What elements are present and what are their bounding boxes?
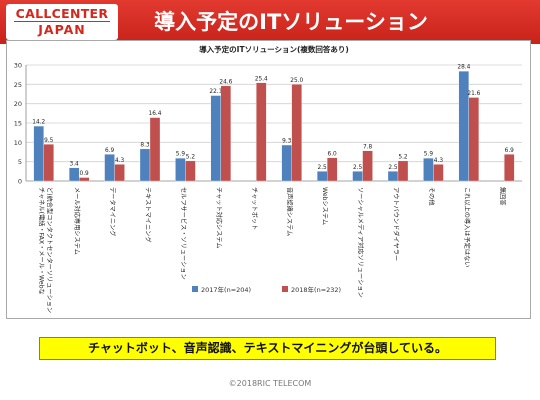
- bar-2018: [397, 160, 409, 182]
- bar-2017: [281, 144, 292, 182]
- data-label: 9.3: [282, 139, 292, 145]
- data-label: 5.2: [186, 154, 196, 160]
- bar-2017: [387, 171, 399, 182]
- y-tick-label: 5: [18, 158, 22, 166]
- x-tick-label: チャット対応システム: [215, 187, 223, 249]
- x-tick-label: アウトバウンドダイヤラー: [392, 187, 400, 261]
- data-label: 25.4: [255, 76, 268, 82]
- data-label: 0.9: [80, 171, 90, 177]
- summary-callout: チャットボット、音声認識、テキストマイニングが台頭している。: [39, 337, 496, 360]
- data-label: 4.3: [434, 158, 444, 164]
- bar-2017: [316, 171, 328, 182]
- data-label: 8.3: [140, 142, 150, 148]
- bar-2017: [458, 71, 470, 182]
- data-label: 28.4: [457, 65, 470, 71]
- bar-2017: [210, 95, 222, 182]
- data-label: 5.9: [424, 152, 434, 158]
- logo-text-bottom: JAPAN: [38, 22, 86, 37]
- x-tick-label: ソーシャルメディア対応ソリューション: [357, 187, 365, 298]
- y-tick-label: 10: [14, 139, 22, 147]
- data-label: 14.2: [32, 120, 45, 126]
- data-label: 4.3: [115, 158, 125, 164]
- x-tick-label: Webシステム: [321, 187, 328, 225]
- legend-label: 2017年(n=204): [201, 285, 251, 294]
- data-label: 25.0: [290, 78, 303, 84]
- bar-2018: [256, 82, 267, 182]
- data-label: 9.5: [44, 138, 54, 144]
- x-tick-label: これ以上の導入は予定はない: [463, 187, 471, 267]
- bar-2018: [362, 150, 373, 182]
- y-tick-label: 15: [14, 120, 22, 128]
- bar-2018: [114, 164, 125, 182]
- x-tick-label: チャットボット: [250, 187, 258, 230]
- legend-label: 2018年(n=232): [291, 285, 341, 294]
- bar-2017: [352, 171, 363, 182]
- x-tick-label: 無回答: [498, 187, 506, 206]
- title-banner: CALLCENTER JAPAN 導入予定のITソリューション: [0, 0, 540, 44]
- x-tick-label: セルフサービス・ソリューション: [179, 187, 187, 280]
- bar-2017: [68, 167, 80, 182]
- x-tick-label: データマイニング: [109, 187, 117, 237]
- data-label: 6.9: [105, 148, 115, 154]
- data-label: 21.6: [467, 91, 480, 97]
- x-tick-label: ど)統合型コンタクトセンターソリューション: [46, 187, 54, 313]
- data-label: 6.9: [505, 148, 515, 154]
- bar-2017: [104, 154, 115, 182]
- bar-2018: [291, 84, 302, 182]
- y-tick-label: 25: [14, 81, 22, 89]
- data-label: 24.6: [219, 79, 232, 85]
- data-label: 5.9: [176, 152, 186, 158]
- bar-2018: [149, 117, 161, 182]
- bar-2018: [468, 97, 480, 182]
- y-tick-label: 0: [18, 178, 22, 186]
- data-label: 2.5: [353, 165, 363, 171]
- x-tick-label: その他: [427, 187, 435, 206]
- chart-title: 導入予定のITソリューション(複数回答あり): [199, 44, 349, 54]
- page-title: 導入予定のITソリューション: [154, 10, 428, 34]
- bar-2018: [433, 164, 444, 182]
- logo-divider: [14, 21, 110, 22]
- x-tick-label: 音声認識システム: [286, 187, 294, 236]
- x-tick-label: テキストマイニング: [144, 187, 152, 243]
- bar-2018: [220, 85, 232, 182]
- data-label: 7.8: [363, 144, 373, 150]
- bar-2018: [326, 157, 338, 182]
- bar-2018: [43, 144, 54, 182]
- legend-swatch-2017: [192, 286, 198, 292]
- callcenter-japan-logo: CALLCENTER JAPAN: [6, 4, 118, 40]
- bar-chart: 導入予定のITソリューション(複数回答あり) 0 5 10 15 20 25 30 14.2 3.…: [14, 44, 522, 313]
- legend-swatch-2018: [282, 286, 288, 292]
- bar-2017: [33, 125, 44, 182]
- bar-2017: [139, 148, 151, 182]
- copyright-text: ©2018RIC TELECOM: [228, 379, 312, 388]
- data-label: 2.5: [388, 165, 398, 171]
- bar-2018: [504, 154, 515, 182]
- data-label: 3.4: [70, 161, 80, 167]
- data-label: 5.2: [398, 154, 408, 160]
- y-tick-label: 30: [14, 62, 22, 70]
- logo-text-top: CALLCENTER: [15, 6, 109, 21]
- x-tick-label: チャネル(電話・FAX・メール・Webな: [38, 187, 46, 295]
- data-label: 22.1: [209, 89, 222, 95]
- data-label: 6.0: [328, 151, 338, 157]
- bar-2017: [423, 158, 434, 182]
- x-tick-label: メール対応専用システム: [73, 187, 81, 255]
- chart-frame: 導入予定のITソリューション(複数回答あり) 0 5 10 15 20 25 30 14.2 3.…: [6, 40, 531, 319]
- bar-2018: [78, 177, 90, 182]
- data-label: 16.4: [149, 111, 162, 117]
- bar-2018: [185, 160, 196, 182]
- bar-2017: [175, 158, 186, 182]
- data-label: 2.5: [318, 165, 328, 171]
- y-tick-label: 20: [14, 100, 22, 108]
